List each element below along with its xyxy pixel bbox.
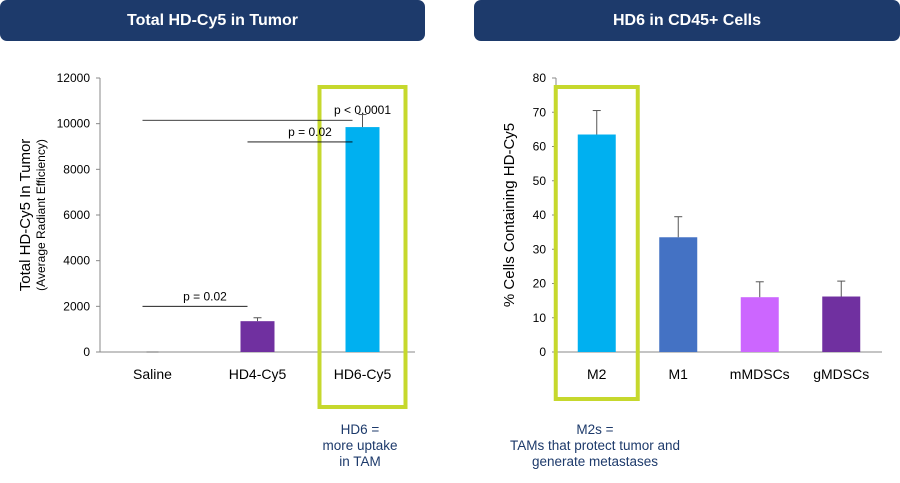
right-annotation-line: generate metastases xyxy=(531,454,659,469)
right-annotation-line: M2s = xyxy=(576,422,614,437)
right-annotation: M2s = TAMs that protect tumor and genera… xyxy=(480,422,710,470)
left-significance-label: p < 0.0001 xyxy=(334,103,391,117)
right-bar xyxy=(659,237,698,352)
right-y-tick-label: 30 xyxy=(533,242,547,256)
left-y-tick-label: 12000 xyxy=(57,71,91,85)
left-category-label: Saline xyxy=(133,366,172,382)
right-y-tick-label: 80 xyxy=(533,71,547,85)
left-significance-label: p = 0.02 xyxy=(183,289,227,303)
right-y-tick-label: 50 xyxy=(533,174,547,188)
left-annotation-line: HD6 = xyxy=(340,422,380,437)
left-y-tick-label: 10000 xyxy=(57,117,91,131)
right-highlight-box xyxy=(553,85,640,401)
right-y-tick-label: 20 xyxy=(533,277,547,291)
right-category-label: M1 xyxy=(669,366,689,382)
left-panel-title: Total HD-Cy5 in Tumor xyxy=(0,0,425,41)
left-y-tick-label: 4000 xyxy=(63,254,90,268)
right-y-tick-label: 60 xyxy=(533,140,547,154)
left-y-axis-label: Total HD-Cy5 In Tumor xyxy=(17,139,34,292)
left-highlight-box xyxy=(317,85,408,409)
left-y-tick-label: 6000 xyxy=(63,208,90,222)
left-y-tick-label: 0 xyxy=(83,345,90,359)
left-bar xyxy=(345,127,380,352)
right-bar xyxy=(577,134,616,352)
right-category-label: gMDSCs xyxy=(813,366,869,382)
right-annotation-line: TAMs that protect tumor and xyxy=(509,438,681,453)
left-y-tick-label: 8000 xyxy=(63,162,90,176)
left-category-label: HD6-Cy5 xyxy=(334,366,392,382)
right-y-tick-label: 0 xyxy=(539,345,546,359)
right-y-axis-label: % Cells Containing HD-Cy5 xyxy=(501,123,518,307)
right-y-tick-label: 10 xyxy=(533,311,547,325)
right-category-label: mMDSCs xyxy=(730,366,790,382)
left-y-tick-label: 2000 xyxy=(63,299,90,313)
right-y-tick-label: 40 xyxy=(533,208,547,222)
right-category-label: M2 xyxy=(587,366,607,382)
right-panel-title: HD6 in CD45+ Cells xyxy=(474,0,900,41)
right-bar xyxy=(822,296,861,352)
left-bar xyxy=(240,321,275,352)
right-bar xyxy=(740,297,779,352)
left-annotation-line: more uptake xyxy=(322,438,398,453)
left-annotation: HD6 = more uptake in TAM xyxy=(290,422,430,470)
right-y-tick-label: 70 xyxy=(533,105,547,119)
left-category-label: HD4-Cy5 xyxy=(229,366,287,382)
left-annotation-line: in TAM xyxy=(339,454,381,469)
left-significance-label: p = 0.02 xyxy=(288,125,332,139)
left-y-axis-sublabel: (Average Radiant Efficiency) xyxy=(34,139,48,291)
